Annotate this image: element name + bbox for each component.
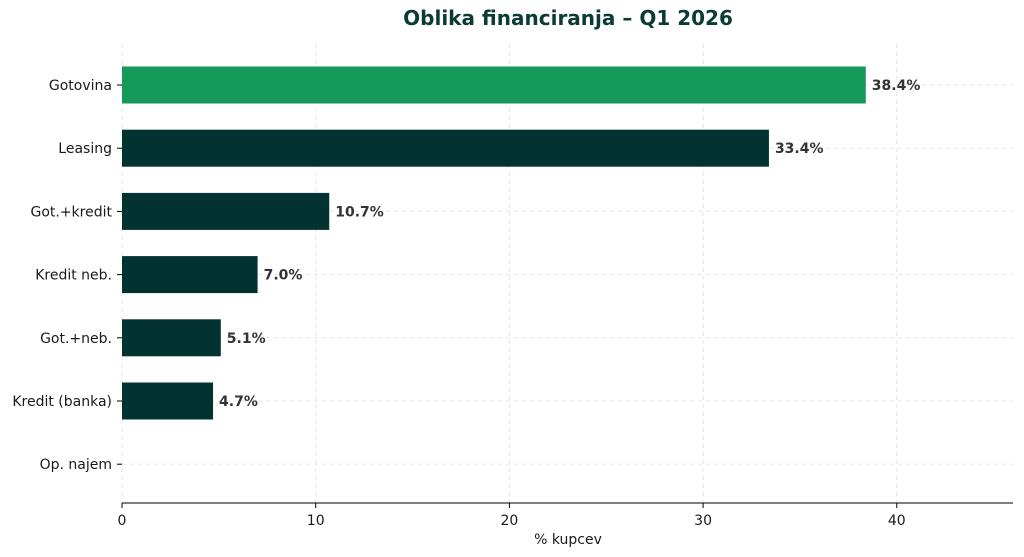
category-label-2: Got.+kredit (30, 204, 112, 220)
x-tick-label-0: 0 (118, 513, 127, 529)
x-axis: 0 10 20 30 40 (117, 84, 1013, 529)
category-label-6: Op. najem (40, 457, 112, 473)
category-label-1: Leasing (58, 141, 112, 157)
bars (122, 66, 866, 420)
data-labels: 38.4% 33.4% 10.7% 7.0% 5.1% 4.7% (219, 78, 920, 410)
bar-4 (122, 319, 221, 357)
bar-0 (122, 66, 866, 104)
data-label-0: 38.4% (872, 78, 921, 94)
category-label-4: Got.+neb. (40, 331, 112, 347)
x-tick-label-3: 30 (694, 513, 712, 529)
bar-2 (122, 192, 330, 230)
category-labels: Gotovina Leasing Got.+kredit Kredit neb. Got… (12, 78, 112, 473)
data-label-1: 33.4% (775, 141, 824, 157)
chart-title: Oblika financiranja – Q1 2026 (403, 6, 733, 30)
data-label-2: 10.7% (335, 204, 384, 220)
category-label-0: Gotovina (49, 78, 112, 94)
x-axis-label: % kupcev (534, 532, 602, 548)
data-label-4: 5.1% (227, 331, 266, 347)
x-tick-label-4: 40 (888, 513, 906, 529)
category-label-5: Kredit (banka) (12, 394, 112, 410)
data-label-5: 4.7% (219, 394, 258, 410)
category-label-3: Kredit neb. (35, 268, 112, 284)
bar-3 (122, 256, 258, 294)
bar-1 (122, 129, 769, 167)
data-label-3: 7.0% (264, 268, 303, 284)
bar-5 (122, 382, 214, 420)
x-tick-label-2: 20 (500, 513, 518, 529)
x-tick-label-1: 10 (307, 513, 325, 529)
